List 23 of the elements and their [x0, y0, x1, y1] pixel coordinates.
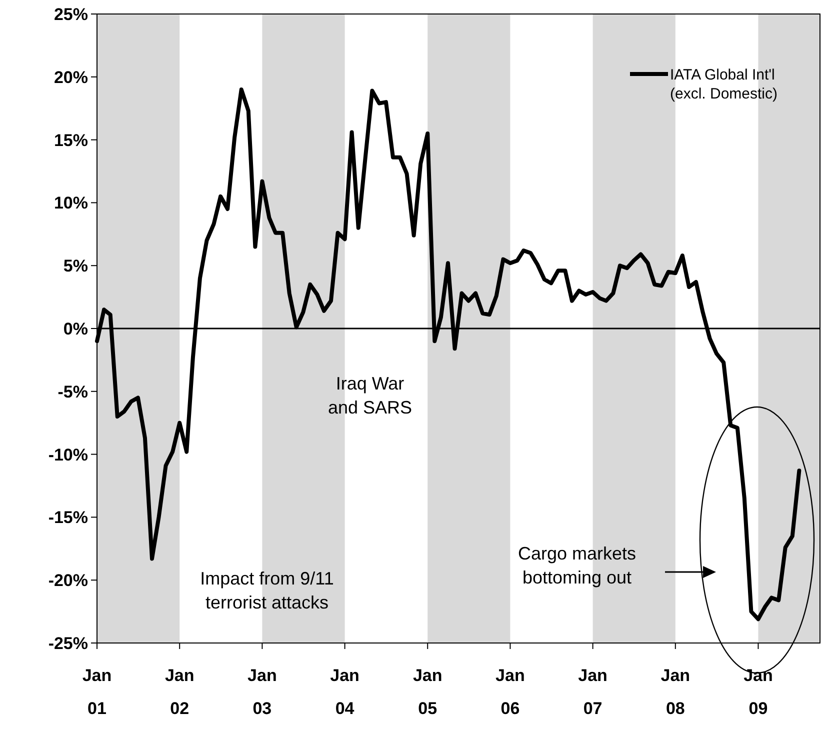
- y-tick-label: 20%: [54, 68, 88, 87]
- annotation: Cargo markets bottoming out: [518, 543, 636, 588]
- x-tick-label: Jan 07: [578, 666, 608, 718]
- y-tick-label: -25%: [48, 634, 88, 653]
- x-tick-label: Jan 03: [248, 666, 277, 718]
- x-tick-label: Jan 06: [496, 666, 525, 718]
- annotation: Impact from 9/11 terrorist attacks: [200, 568, 334, 612]
- y-tick-label: 5%: [63, 256, 88, 276]
- x-tick-label: Jan 05: [412, 666, 442, 718]
- y-tick-label: -5%: [58, 382, 88, 402]
- x-tick-label: Jan 01: [82, 666, 112, 718]
- y-tick-label: 25%: [54, 4, 88, 24]
- y-tick-label: 0%: [63, 319, 88, 338]
- y-tick-label: -20%: [48, 571, 88, 590]
- y-tick-label: -10%: [48, 445, 88, 464]
- y-tick-label: 10%: [54, 194, 88, 213]
- y-tick-label: 15%: [54, 130, 88, 150]
- y-tick-label: -15%: [48, 508, 88, 528]
- annotation: Iraq War and SARS: [328, 373, 412, 418]
- x-tick-label: Jan 08: [660, 666, 690, 718]
- x-tick-label: Jan 04: [330, 666, 360, 718]
- x-tick-label: Jan 02: [164, 666, 194, 718]
- legend-label: IATA Global Int'l (excl. Domestic): [670, 66, 778, 102]
